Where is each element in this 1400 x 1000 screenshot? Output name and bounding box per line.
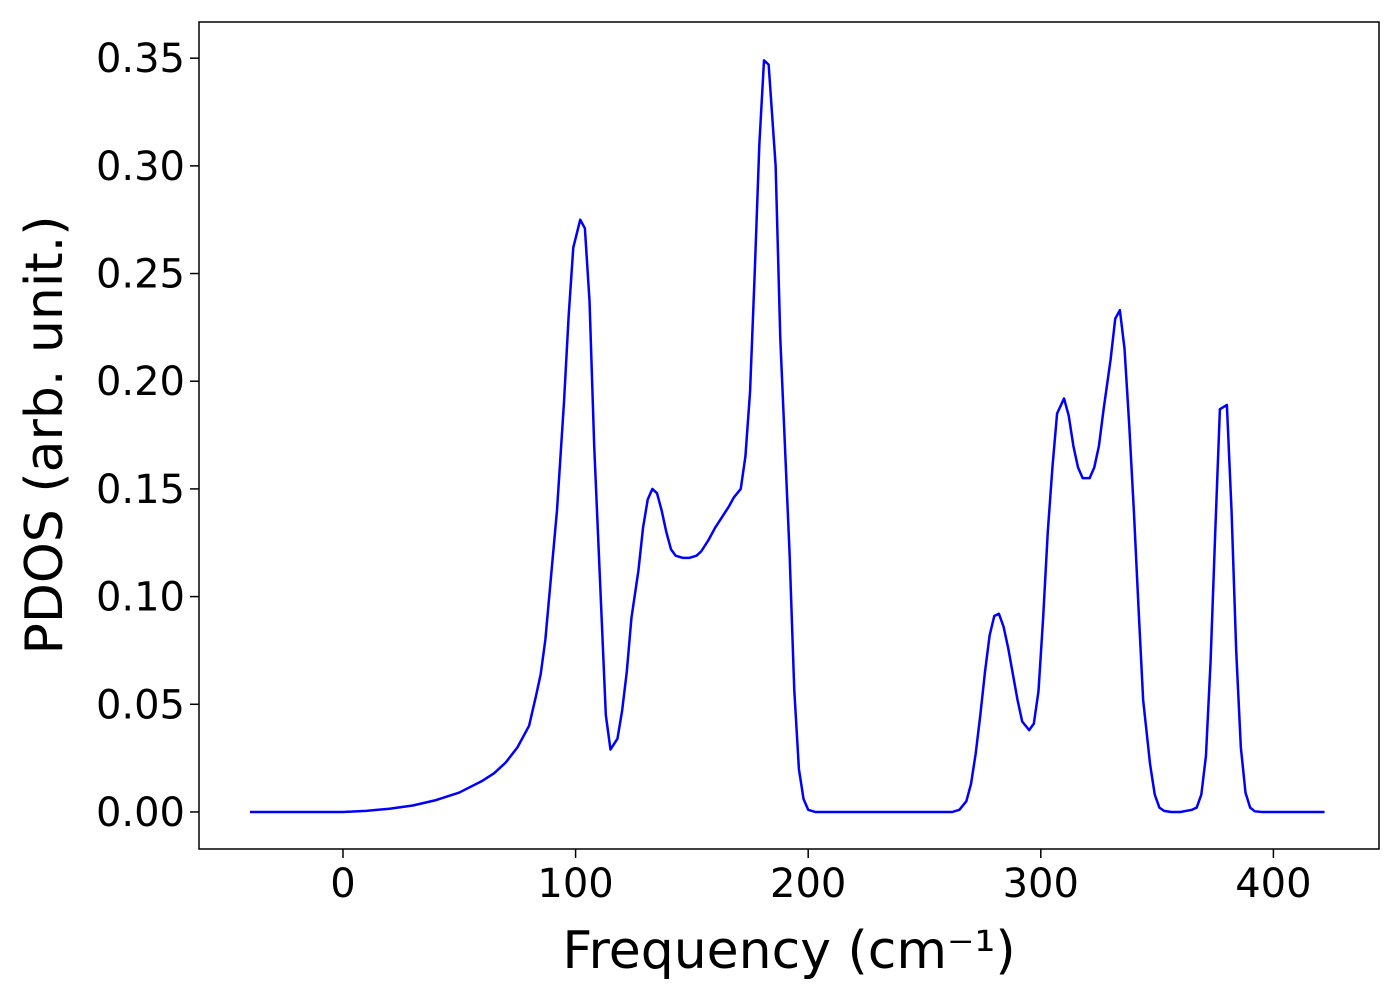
y-tick-label: 0.35 xyxy=(96,36,185,82)
y-tick-label: 0.00 xyxy=(96,790,185,836)
plot-frame xyxy=(198,21,1380,850)
y-tick-label: 0.30 xyxy=(96,144,185,190)
y-tick-label: 0.05 xyxy=(96,682,185,728)
pdos-line xyxy=(249,59,1325,814)
y-tick-label: 0.15 xyxy=(96,467,185,513)
x-tick-label: 300 xyxy=(1003,861,1079,907)
x-tick-label: 200 xyxy=(770,861,846,907)
x-tick-label: 100 xyxy=(537,861,613,907)
x-axis-label: Frequency (cm⁻¹) xyxy=(562,921,1015,981)
x-tick-label: 0 xyxy=(330,861,355,907)
y-axis-label: PDOS (arb. unit.) xyxy=(15,215,75,654)
y-tick-label: 0.10 xyxy=(96,575,185,621)
y-tick-label: 0.25 xyxy=(96,252,185,298)
y-tick-label: 0.20 xyxy=(96,359,185,405)
x-tick-label: 400 xyxy=(1235,861,1311,907)
